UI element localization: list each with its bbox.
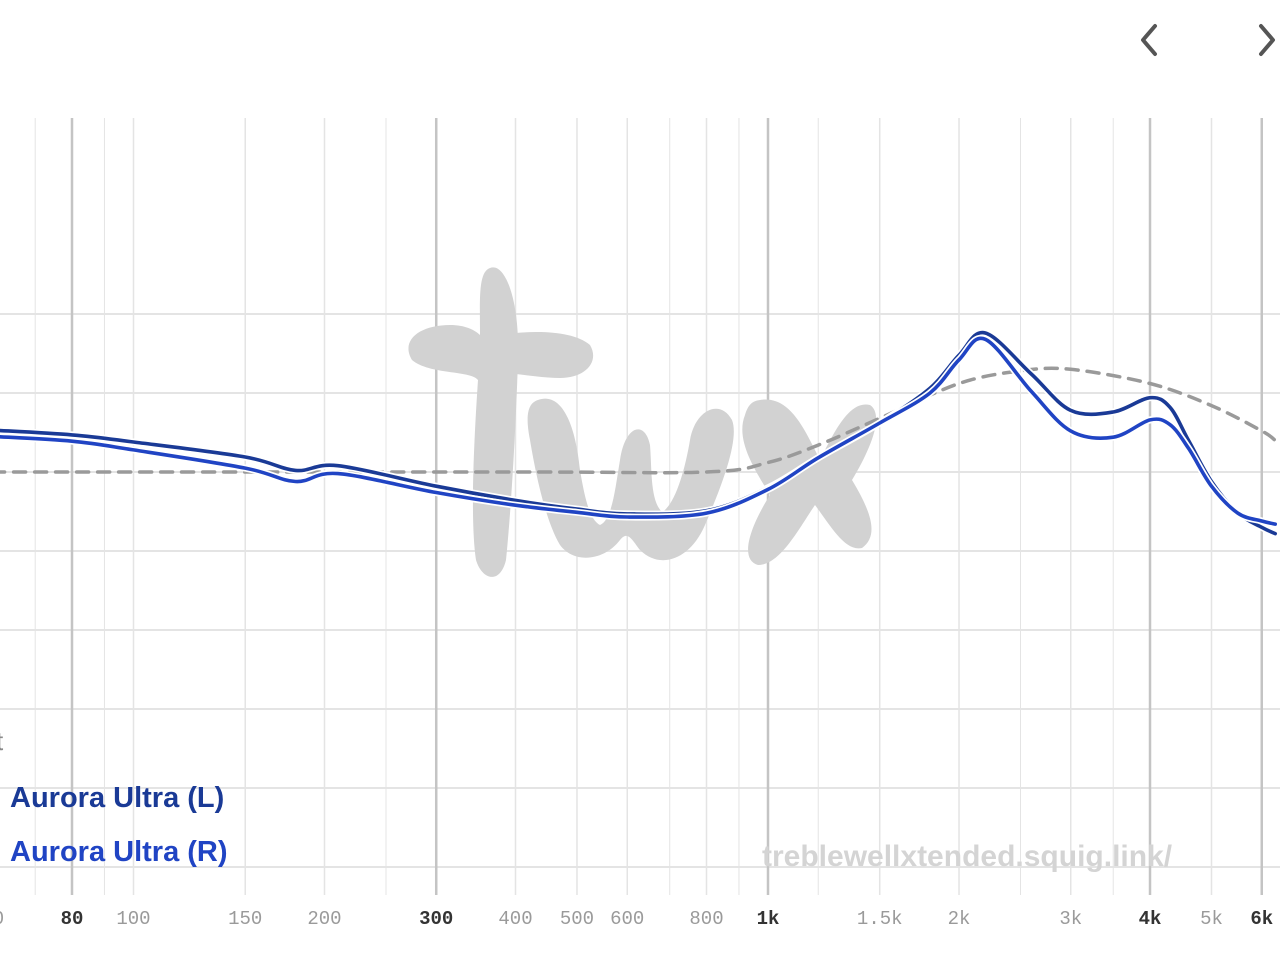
previous-button[interactable] [1128,18,1172,62]
x-tick-label: 5k [1200,908,1223,930]
target-curve [0,366,1277,475]
x-tick-label: 600 [610,908,644,930]
chevron-right-icon [1259,24,1275,56]
x-tick-label: 400 [498,908,532,930]
watermark-url: treblewellxtended.squig.link/ [762,840,1173,873]
x-tick-label: 150 [228,908,262,930]
chart-series [0,329,1277,537]
x-tick-label: 1k [757,908,780,930]
series-line-right [0,336,1277,526]
x-tick-label: 800 [689,908,723,930]
chevron-left-icon [1141,24,1157,56]
x-tick-label: 2k [948,908,971,930]
x-tick-label: 6k [1250,908,1273,930]
x-tick-label: 300 [419,908,453,930]
x-tick-label: 60 [0,908,4,930]
next-button[interactable] [1244,18,1280,62]
legend-item-left[interactable]: Aurora Ultra (L) [10,782,225,814]
x-tick-label: 1.5k [857,908,903,930]
x-tick-label: 4k [1139,908,1162,930]
x-tick-label: 200 [307,908,341,930]
x-tick-label: 80 [61,908,84,930]
x-tick-label: 100 [116,908,150,930]
x-tick-label: 500 [560,908,594,930]
legend-item-right[interactable]: Aurora Ultra (R) [10,836,228,868]
x-tick-label: 3k [1059,908,1082,930]
x-axis-ticks: 60 80 100 150 200 300 400 500 600 800 1k 1.5k 2k 3k 4k… [0,908,1273,930]
legend-target-label-fragment: t [0,726,3,757]
